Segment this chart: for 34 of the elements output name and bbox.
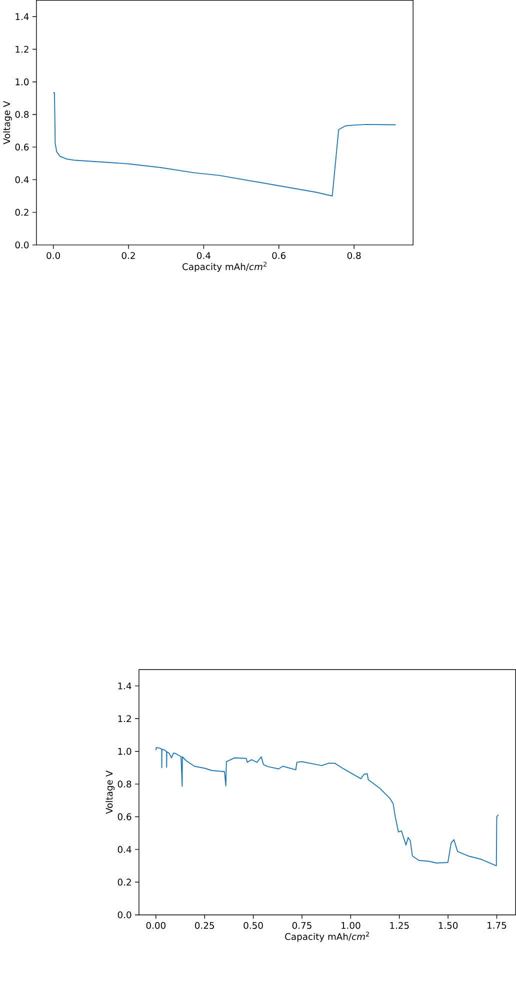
x-tick-label: 0.00 [146,922,166,929]
y-tick-label: 1.2 [16,46,28,53]
y-tick-label: 1.4 [118,682,132,690]
y-tick-label: 0.8 [15,111,29,118]
x-axis-title: Capacity mAh/cm$^{2}$ [285,932,369,942]
y-tick-label: 1.0 [118,748,132,755]
x-tick-label: 0.75 [292,922,312,929]
y-tick-label: 0.2 [15,208,28,216]
y-tick-label: 0.6 [15,144,29,151]
x-tick-label: 0.4 [197,252,210,259]
y-tick-label: 0.8 [118,780,132,788]
x-tick-label: 1.75 [488,922,506,929]
x-axis-title: Capacity mAh/cm$^{2}$ [182,262,266,272]
y-tick-label: 0.2 [118,878,131,886]
y-axis-title: Voltage V [3,100,12,144]
y-tick-label: 0.4 [15,176,29,184]
line-series [52,92,396,196]
y-tick-label: 1.4 [16,13,29,20]
y-tick-label: 1.2 [118,715,131,722]
x-tick-label: 1.25 [390,922,409,929]
y-tick-label: 0.6 [118,813,132,820]
line-series [155,747,499,866]
y-axis-title: Voltage V [106,770,114,814]
y-tick-label: 1.0 [16,78,29,86]
x-tick-label: 0.0 [46,252,60,259]
y-tick-label: 0.0 [15,241,29,248]
x-tick-label: 0.25 [195,922,214,929]
x-tick-label: 0.50 [244,922,263,929]
y-tick-label: 0.0 [118,911,132,918]
x-tick-label: 0.8 [347,252,361,259]
y-tick-label: 0.4 [118,846,132,853]
x-tick-label: 1.00 [341,922,360,929]
x-tick-label: 0.6 [272,252,286,259]
x-tick-label: 1.50 [438,922,458,929]
